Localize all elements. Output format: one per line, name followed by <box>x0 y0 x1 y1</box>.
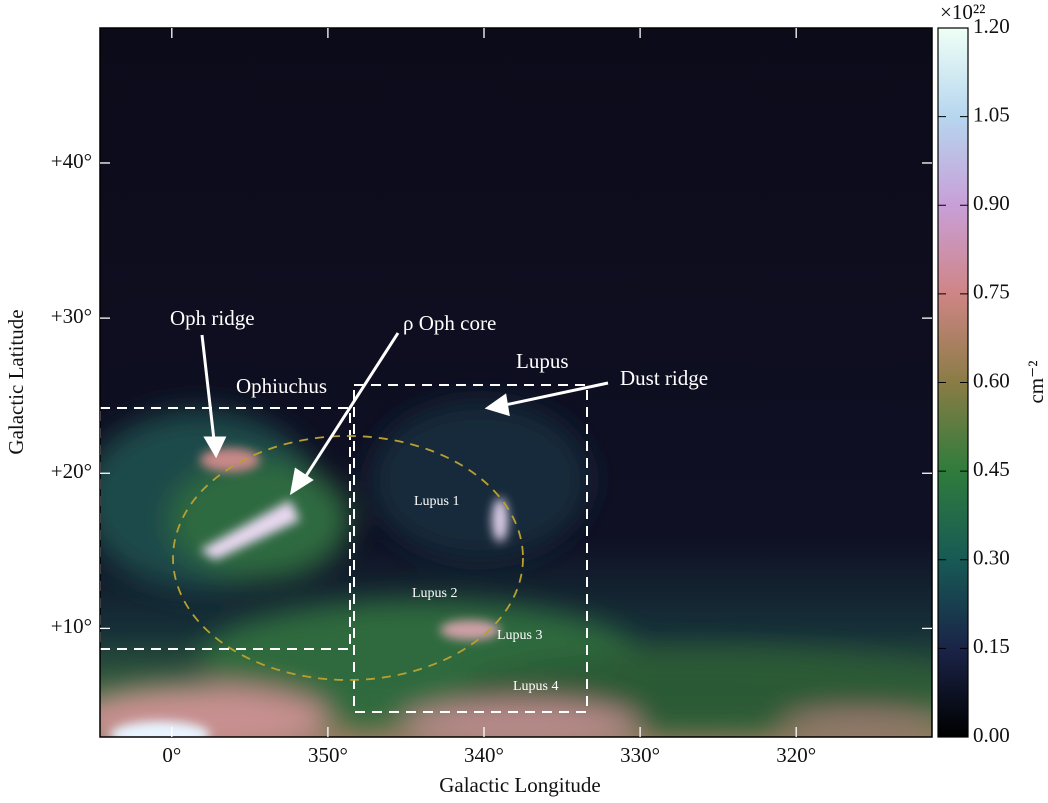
y-axis-label: Galactic Latitude <box>4 309 28 454</box>
annotation: Lupus 1 <box>414 494 460 509</box>
annotation: Lupus 2 <box>412 586 458 601</box>
colorbar-tick-label: 1.05 <box>973 102 1010 126</box>
colorbar-tick-label: 0.45 <box>973 457 1010 481</box>
annotation: Lupus 3 <box>497 628 543 643</box>
x-tick-label: 330° <box>620 743 660 767</box>
shell-outline <box>172 435 524 681</box>
lupus-box <box>353 384 588 713</box>
column-density-map <box>100 28 932 737</box>
colorbar-tick-label: 0.90 <box>973 191 1010 215</box>
annotation: Lupus 4 <box>513 679 559 694</box>
colorbar-tick-label: 0.60 <box>973 368 1010 392</box>
colorbar-tick-label: 0.00 <box>973 723 1010 747</box>
colorbar-multiplier: ×10²² <box>940 0 985 24</box>
y-tick-label: +20° <box>51 459 92 483</box>
x-axis-label: Galactic Longitude <box>439 773 601 797</box>
y-tick-label: +30° <box>51 304 92 328</box>
colorbar-tick-label: 1.20 <box>973 14 1010 38</box>
arrows <box>200 332 609 496</box>
x-tick-label: 340° <box>464 743 504 767</box>
colorbar-tick-label: 0.75 <box>973 280 1010 304</box>
colorbar-tick-label: 0.15 <box>973 634 1010 658</box>
y-tick-label: +40° <box>51 149 92 173</box>
annotation: Lupus <box>516 349 569 373</box>
annotation: Ophiuchus <box>236 374 327 398</box>
x-tick-label: 0° <box>162 743 181 767</box>
x-tick-label: 320° <box>776 743 816 767</box>
region-outlines <box>99 384 588 713</box>
colorbar-tick-label: 0.30 <box>973 546 1010 570</box>
annotation: Dust ridge <box>620 366 708 390</box>
colorbar-label: cm⁻² <box>1024 360 1048 403</box>
x-tick-label: 350° <box>308 743 348 767</box>
ophiuchus-box <box>99 407 351 650</box>
y-tick-label: +10° <box>51 614 92 638</box>
annotation: Oph ridge <box>170 306 255 330</box>
annotation: ρ Oph core <box>403 311 496 335</box>
plot-frame <box>99 27 933 738</box>
